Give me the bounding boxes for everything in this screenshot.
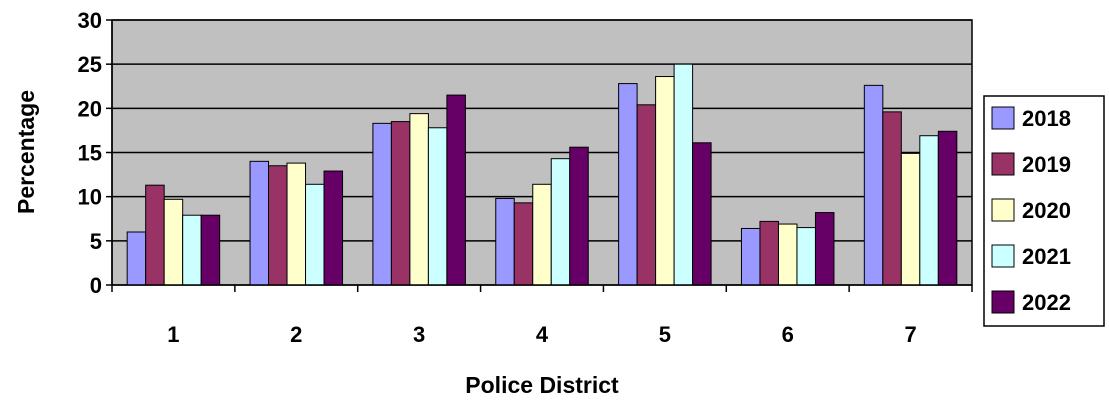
bar-2018-district-1: [126, 231, 147, 286]
bar-2022-district-3: [446, 94, 466, 286]
x-tick-label: 1: [167, 322, 179, 347]
bar-2020-district-2: [286, 162, 307, 286]
x-tick-labels: 1 2 3 4 5 6 7: [167, 322, 916, 347]
y-tick-label: 30: [78, 8, 102, 33]
bar-2019-district-2: [268, 165, 288, 286]
y-tick-label: 20: [78, 96, 102, 121]
x-tick-label: 2: [290, 322, 302, 347]
bar-2018-district-2: [249, 160, 270, 286]
x-tick-label: 6: [782, 322, 794, 347]
bar-2022-district-5: [692, 142, 712, 286]
x-tick-label: 7: [904, 322, 916, 347]
legend-swatch-2019: [991, 152, 1015, 176]
legend-swatch-2022: [991, 290, 1015, 314]
bar-2019-district-7: [882, 111, 902, 286]
legend-swatch-2021: [991, 244, 1015, 268]
bar-2022-district-4: [569, 146, 589, 286]
x-axis-title: Police District: [465, 372, 619, 398]
legend-swatch-2020: [991, 198, 1015, 222]
bar-2020-district-7: [900, 152, 921, 286]
bar-2022-district-6: [814, 212, 835, 286]
bar-2020-district-3: [409, 113, 429, 286]
y-tick-label: 0: [90, 273, 102, 298]
bar-2022-district-1: [200, 214, 221, 286]
y-tick-label: 25: [78, 52, 102, 77]
legend-label-2022: 2022: [1022, 290, 1071, 315]
bar-2021-district-1: [182, 214, 202, 286]
bar-2019-district-6: [759, 220, 779, 286]
legend-label-2018: 2018: [1022, 106, 1071, 131]
bar-2019-district-3: [390, 121, 411, 286]
bar-2021-district-5: [673, 63, 694, 286]
y-axis-title: Percentage: [13, 90, 39, 214]
bar-2019-district-1: [145, 184, 165, 286]
x-tick-label: 3: [413, 322, 425, 347]
bar-2018-district-3: [372, 122, 392, 286]
bar-2018-district-4: [495, 197, 515, 286]
y-tick-label: 5: [90, 229, 102, 254]
legend: 2018 2019 2020 2021 2022: [983, 95, 1105, 327]
bar-2020-district-1: [163, 198, 184, 286]
y-tick-label: 15: [78, 141, 102, 166]
bar-2021-district-4: [550, 158, 571, 286]
x-tick-label: 4: [536, 322, 549, 347]
bar-2021-district-2: [305, 183, 325, 286]
bar-2018-district-5: [618, 83, 638, 286]
bar-2022-district-2: [323, 170, 344, 286]
legend-label-2019: 2019: [1022, 152, 1071, 177]
bar-2022-district-7: [937, 130, 958, 286]
bar-2021-district-6: [796, 227, 816, 286]
bar-2021-district-7: [919, 135, 939, 286]
legend-label-2021: 2021: [1022, 244, 1071, 269]
bars: [126, 63, 958, 286]
bar-2020-district-4: [532, 183, 552, 286]
bar-2019-district-5: [636, 104, 657, 286]
bar-2019-district-4: [513, 202, 534, 286]
legend-swatch-2018: [991, 106, 1015, 130]
bar-2020-district-5: [655, 76, 675, 286]
y-tick-labels: 0 5 10 15 20 25 30: [78, 8, 102, 298]
bar-2020-district-6: [777, 223, 798, 286]
bar-2018-district-6: [740, 227, 761, 286]
legend-label-2020: 2020: [1022, 198, 1071, 223]
x-tick-label: 5: [659, 322, 671, 347]
axes: [106, 19, 973, 292]
bar-2018-district-7: [863, 84, 884, 286]
y-tick-label: 10: [78, 185, 102, 210]
bar-2021-district-3: [427, 127, 448, 286]
